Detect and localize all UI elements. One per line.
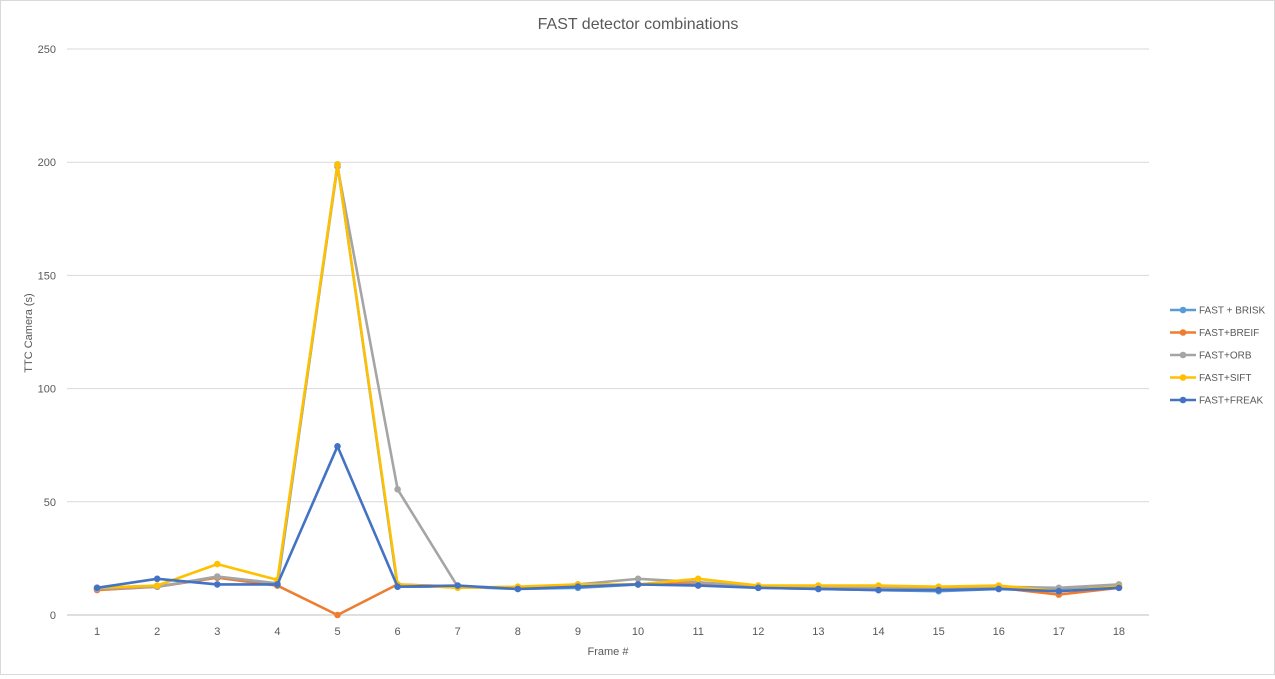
data-point xyxy=(634,575,642,583)
x-tick-label: 5 xyxy=(334,626,340,638)
legend: FAST + BRISK FAST+BREIF FAST+ORB FAST+SIFT F… xyxy=(1170,306,1266,407)
x-tick-label: 10 xyxy=(632,626,644,638)
x-tick-label: 17 xyxy=(1053,626,1065,638)
data-point xyxy=(274,581,281,588)
data-point xyxy=(213,581,221,588)
y-tick-label: 0 xyxy=(50,610,56,622)
legend-marker xyxy=(1179,329,1187,336)
x-tick-label: 14 xyxy=(872,626,884,638)
y-tick-label: 150 xyxy=(38,270,56,282)
series-3 xyxy=(93,163,1123,593)
data-point xyxy=(153,575,161,583)
legend-label: FAST+BREIF xyxy=(1199,328,1259,339)
legend-label: FAST+FREAK xyxy=(1199,396,1264,407)
data-point xyxy=(875,582,882,589)
x-tick-label: 2 xyxy=(154,626,160,638)
x-tick-label: 18 xyxy=(1113,626,1125,638)
y-tick-label: 50 xyxy=(44,497,56,509)
data-point xyxy=(394,583,401,590)
x-tick-label: 8 xyxy=(515,626,521,638)
data-point xyxy=(694,575,702,583)
data-point xyxy=(694,582,702,589)
data-point xyxy=(1115,584,1123,592)
legend-label: FAST+ORB xyxy=(1199,351,1252,362)
series-4 xyxy=(93,161,1123,595)
data-point xyxy=(213,560,221,568)
data-point xyxy=(634,581,642,588)
legend-item: FAST + BRISK xyxy=(1170,306,1266,317)
data-point xyxy=(1055,587,1063,595)
x-tick-label: 6 xyxy=(395,626,401,638)
legend-marker xyxy=(1179,306,1187,314)
y-tick-label: 250 xyxy=(38,44,56,56)
series-1 xyxy=(93,161,1123,595)
series-line xyxy=(95,163,1121,593)
series-line xyxy=(95,444,1121,593)
data-point xyxy=(394,486,401,493)
legend-item: FAST+BREIF xyxy=(1170,328,1259,339)
data-point xyxy=(334,611,341,619)
legend-marker xyxy=(1179,374,1187,381)
data-point xyxy=(574,583,582,590)
x-tick-label: 4 xyxy=(274,626,280,638)
legend-item: FAST+ORB xyxy=(1170,351,1252,362)
data-point xyxy=(875,586,882,594)
data-point xyxy=(995,585,1003,593)
data-point xyxy=(334,443,341,450)
series-line xyxy=(95,165,1121,591)
chart-title: FAST detector combinations xyxy=(538,16,739,33)
y-axis-ticks: 0 50 100 150 200 250 xyxy=(38,44,56,622)
data-point xyxy=(334,161,341,168)
x-tick-label: 9 xyxy=(575,626,581,638)
y-axis-title: TTC Camera (s) xyxy=(23,293,35,372)
legend-marker xyxy=(1179,351,1187,359)
data-point xyxy=(93,584,101,592)
x-tick-label: 16 xyxy=(993,626,1005,638)
series-5 xyxy=(93,443,1123,595)
data-point xyxy=(153,582,161,589)
series-line xyxy=(95,163,1121,593)
data-point xyxy=(213,573,221,580)
data-point xyxy=(514,585,522,593)
x-axis-title: Frame # xyxy=(588,646,630,658)
legend-marker xyxy=(1179,396,1187,404)
series-lines xyxy=(93,161,1123,619)
x-tick-label: 15 xyxy=(932,626,944,638)
x-axis-ticks: 1 2 3 4 5 6 7 8 9 10 11 12 13 14 15 16 17 18 xyxy=(94,626,1125,638)
x-tick-label: 1 xyxy=(94,626,100,638)
data-point xyxy=(754,584,762,592)
data-point xyxy=(815,585,822,593)
gridlines xyxy=(67,48,1149,616)
legend-item: FAST+FREAK xyxy=(1170,396,1264,407)
x-tick-label: 13 xyxy=(812,626,824,638)
data-point xyxy=(935,586,942,594)
y-tick-label: 100 xyxy=(38,384,56,396)
x-tick-label: 11 xyxy=(692,626,703,638)
y-tick-label: 200 xyxy=(38,157,56,169)
x-tick-label: 12 xyxy=(752,626,764,638)
x-tick-label: 7 xyxy=(455,626,461,638)
legend-item: FAST+SIFT xyxy=(1170,373,1252,384)
x-tick-label: 3 xyxy=(214,626,220,638)
data-point xyxy=(454,582,462,589)
legend-label: FAST + BRISK xyxy=(1199,306,1266,317)
legend-label: FAST+SIFT xyxy=(1199,373,1252,384)
